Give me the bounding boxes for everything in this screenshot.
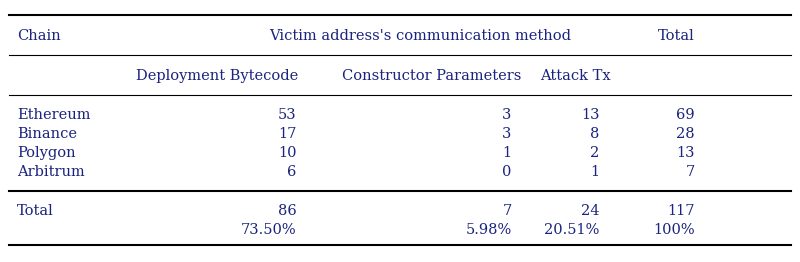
Text: 2: 2 [590, 146, 599, 160]
Text: 7: 7 [502, 204, 512, 218]
Text: 3: 3 [502, 127, 512, 141]
Text: 20.51%: 20.51% [544, 223, 599, 237]
Text: 10: 10 [278, 146, 296, 160]
Text: 69: 69 [676, 108, 695, 122]
Text: 5.98%: 5.98% [466, 223, 512, 237]
Text: Ethereum: Ethereum [18, 108, 91, 122]
Text: 24: 24 [581, 204, 599, 218]
Text: 100%: 100% [654, 223, 695, 237]
Text: 1: 1 [590, 165, 599, 179]
Text: 117: 117 [667, 204, 695, 218]
Text: 86: 86 [278, 204, 296, 218]
Text: 8: 8 [590, 127, 599, 141]
Text: Deployment Bytecode: Deployment Bytecode [135, 69, 298, 83]
Text: Total: Total [18, 204, 54, 218]
Text: Chain: Chain [18, 29, 61, 43]
Text: 13: 13 [677, 146, 695, 160]
Text: 1: 1 [502, 146, 512, 160]
Text: Arbitrum: Arbitrum [18, 165, 85, 179]
Text: Victim address's communication method: Victim address's communication method [269, 29, 571, 43]
Text: Attack Tx: Attack Tx [540, 69, 610, 83]
Text: 7: 7 [686, 165, 695, 179]
Text: Polygon: Polygon [18, 146, 76, 160]
Text: 53: 53 [278, 108, 296, 122]
Text: Binance: Binance [18, 127, 78, 141]
Text: 17: 17 [278, 127, 296, 141]
Text: 13: 13 [581, 108, 599, 122]
Text: 6: 6 [287, 165, 296, 179]
Text: 73.50%: 73.50% [241, 223, 296, 237]
Text: 3: 3 [502, 108, 512, 122]
Text: 28: 28 [676, 127, 695, 141]
Text: 0: 0 [502, 165, 512, 179]
Text: Total: Total [658, 29, 695, 43]
Text: Constructor Parameters: Constructor Parameters [342, 69, 522, 83]
